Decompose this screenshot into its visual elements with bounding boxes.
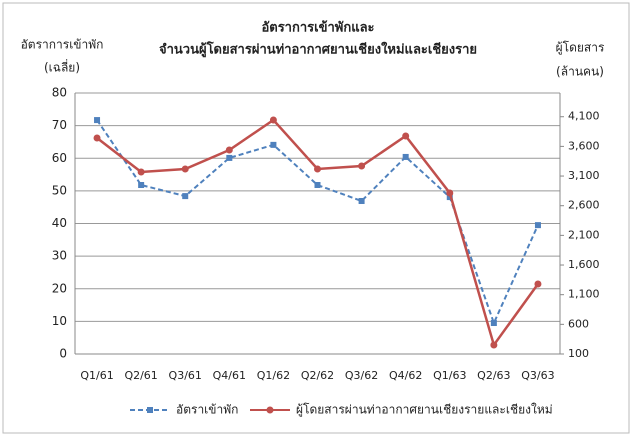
x-tick-label: Q1/61 [80, 369, 113, 382]
y-tick-label: 30 [52, 249, 67, 263]
y-axis-label: (เฉลี่ย) [44, 59, 80, 75]
legend-marker [266, 406, 274, 414]
point [226, 154, 233, 161]
y-tick-label: 80 [52, 86, 67, 100]
x-tick-label: Q2/63 [477, 369, 510, 382]
point [534, 280, 542, 288]
y2-axis-label: ผู้โดยสาร [556, 41, 605, 56]
x-tick-label: Q2/62 [301, 369, 334, 382]
point [490, 341, 498, 349]
chart-title: จำนวนผู้โดยสารผ่านท่าอากาศยานเชียงใหม่แล… [159, 41, 477, 58]
y-tick-label: 70 [52, 118, 67, 132]
point [358, 162, 366, 170]
x-tick-label: Q4/62 [389, 369, 422, 382]
point [138, 182, 145, 189]
point [402, 132, 410, 140]
y-tick-label: 10 [52, 314, 67, 328]
series-line [96, 119, 539, 326]
x-tick-label: Q3/63 [521, 369, 554, 382]
point [225, 146, 233, 154]
y-tick-label: 20 [52, 281, 67, 295]
y2-axis-label: (ล้านคน) [556, 65, 604, 79]
y2-tick-label: 1,600 [568, 258, 600, 271]
y2-tick-label: 100 [568, 347, 589, 360]
point [314, 182, 321, 189]
point [358, 197, 365, 204]
point [534, 222, 541, 229]
point [94, 117, 101, 124]
point [446, 189, 454, 197]
y2-tick-label: 1,100 [568, 288, 600, 301]
point [269, 116, 277, 124]
y-tick-label: 60 [52, 151, 67, 165]
y2-tick-label: 4,100 [568, 110, 600, 123]
y-axis-label: อัตราการเข้าพัก [21, 38, 104, 52]
point [182, 193, 189, 200]
x-tick-label: Q3/61 [169, 369, 202, 382]
point [137, 168, 145, 176]
x-tick-label: Q1/63 [433, 369, 466, 382]
x-tick-label: Q2/61 [124, 369, 157, 382]
point [314, 165, 321, 173]
x-tick-label: Q1/62 [257, 369, 290, 382]
y2-tick-label: 2,600 [568, 199, 600, 212]
y2-tick-label: 3,600 [568, 139, 600, 152]
y-tick-label: 50 [52, 183, 67, 197]
legend-label: อัตราเข้าพัก [176, 403, 238, 417]
y2-tick-label: 2,100 [568, 228, 600, 241]
legend-label: ผู้โดยสารผ่านท่าอากาศยานเชียงรายและเชียง… [296, 403, 553, 418]
y2-tick-label: 3,100 [568, 169, 600, 182]
y-tick-label: 40 [52, 216, 67, 230]
point [181, 165, 189, 173]
point [490, 320, 497, 327]
y2-tick-label: 600 [568, 317, 589, 330]
y-tick-label: 0 [59, 347, 67, 361]
chart-title: อัตราการเข้าพักและ [261, 20, 374, 36]
point [93, 134, 101, 142]
legend-marker [147, 407, 153, 413]
x-tick-label: Q3/62 [345, 369, 378, 382]
point [270, 141, 277, 148]
x-tick-label: Q4/61 [213, 369, 246, 382]
point [402, 153, 409, 160]
